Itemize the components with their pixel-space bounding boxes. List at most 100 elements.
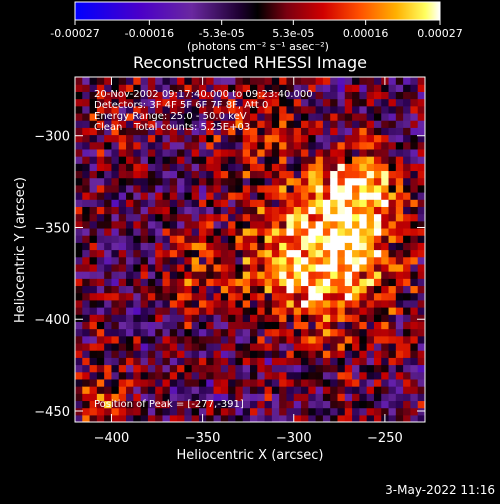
heatmap-cell xyxy=(286,177,295,186)
heatmap-cell xyxy=(242,199,251,207)
heatmap-cell xyxy=(96,134,105,143)
heatmap-cell xyxy=(308,206,317,215)
heatmap-cell xyxy=(184,371,193,380)
heatmap-cell xyxy=(337,98,346,107)
heatmap-cell xyxy=(403,364,412,373)
heatmap-cell xyxy=(228,357,237,366)
heatmap-cell xyxy=(293,192,302,200)
heatmap-cell xyxy=(264,328,273,337)
heatmap-cell xyxy=(206,112,215,121)
heatmap-cell xyxy=(89,335,98,344)
heatmap-cell xyxy=(111,378,120,387)
heatmap-cell xyxy=(126,292,134,301)
heatmap-cell xyxy=(155,84,164,92)
heatmap-cell xyxy=(235,371,244,380)
heatmap-cell xyxy=(250,314,258,322)
heatmap-cell xyxy=(337,192,346,200)
heatmap-cell xyxy=(250,342,258,351)
heatmap-cell xyxy=(82,192,91,200)
heatmap-cell xyxy=(337,227,346,236)
heatmap-cell xyxy=(388,148,397,157)
heatmap-cell xyxy=(126,335,134,344)
heatmap-cell xyxy=(417,350,425,358)
heatmap-cell xyxy=(213,98,222,107)
heatmap-cell xyxy=(359,163,368,172)
heatmap-cell xyxy=(366,335,375,344)
heatmap-cell xyxy=(104,134,113,143)
heatmap-cell xyxy=(330,98,339,107)
heatmap-cell xyxy=(293,91,302,100)
heatmap-cell xyxy=(330,156,339,164)
heatmap-cell xyxy=(395,170,404,179)
heatmap-cell xyxy=(213,357,222,366)
heatmap-cell xyxy=(381,314,390,322)
heatmap-cell xyxy=(337,249,346,258)
heatmap-cell xyxy=(104,271,113,279)
heatmap-cell xyxy=(352,156,360,164)
heatmap-cell xyxy=(315,278,324,287)
heatmap-cell xyxy=(344,84,353,92)
heatmap-cell xyxy=(198,227,207,236)
heatmap-cell xyxy=(198,256,207,265)
heatmap-cell xyxy=(140,170,149,179)
heatmap-cell xyxy=(147,335,156,344)
heatmap-cell xyxy=(352,371,360,380)
heatmap-cell xyxy=(271,278,280,287)
heatmap-cell xyxy=(337,292,346,301)
heatmap-cell xyxy=(118,299,127,308)
heatmap-cell xyxy=(279,120,288,128)
heatmap-cell xyxy=(228,307,237,315)
heatmap-cell xyxy=(169,249,178,258)
heatmap-cell xyxy=(104,393,113,402)
heatmap-cell xyxy=(111,163,120,172)
heatmap-cell xyxy=(220,235,229,243)
heatmap-cell xyxy=(279,163,288,172)
heatmap-cell xyxy=(279,98,288,107)
heatmap-cell xyxy=(235,278,244,287)
heatmap-cell xyxy=(89,307,98,315)
heatmap-cell xyxy=(322,127,331,136)
heatmap-cell xyxy=(330,321,339,330)
heatmap-cell xyxy=(293,299,302,308)
heatmap-cell xyxy=(337,184,346,193)
heatmap-cell xyxy=(104,249,113,258)
heatmap-cell xyxy=(242,263,251,272)
heatmap-cell xyxy=(308,91,317,100)
heatmap-cell xyxy=(264,371,273,380)
heatmap-cell xyxy=(169,321,178,330)
heatmap-cell xyxy=(366,278,375,287)
heatmap-cell xyxy=(330,307,339,315)
heatmap-cell xyxy=(169,105,178,114)
heatmap-cell xyxy=(337,393,346,402)
heatmap-cell xyxy=(315,120,324,128)
heatmap-cell xyxy=(126,386,134,394)
heatmap-cell xyxy=(337,256,346,265)
heatmap-cell xyxy=(373,328,382,337)
heatmap-cell xyxy=(118,141,127,150)
heatmap-cell xyxy=(104,105,113,114)
heatmap-cell xyxy=(359,192,368,200)
heatmap-cell xyxy=(286,364,295,373)
heatmap-cell xyxy=(111,91,120,100)
heatmap-cell xyxy=(330,163,339,172)
heatmap-cell xyxy=(198,350,207,358)
heatmap-cell xyxy=(257,292,266,301)
heatmap-cell xyxy=(140,242,149,251)
heatmap-cell xyxy=(184,91,193,100)
heatmap-cell xyxy=(271,350,280,358)
heatmap-cell xyxy=(344,177,353,186)
heatmap-cell xyxy=(271,148,280,157)
heatmap-cell xyxy=(293,407,302,416)
heatmap-cell xyxy=(250,242,258,251)
heatmap-cell xyxy=(315,285,324,294)
heatmap-cell xyxy=(388,84,397,92)
heatmap-cell xyxy=(403,314,412,322)
heatmap-cell xyxy=(352,357,360,366)
heatmap-cell xyxy=(417,307,425,315)
heatmap-cell xyxy=(250,400,258,409)
heatmap-cell xyxy=(264,263,273,272)
heatmap-cell xyxy=(271,235,280,243)
heatmap-cell xyxy=(126,321,134,330)
heatmap-cell xyxy=(242,386,251,394)
heatmap-cell xyxy=(286,386,295,394)
